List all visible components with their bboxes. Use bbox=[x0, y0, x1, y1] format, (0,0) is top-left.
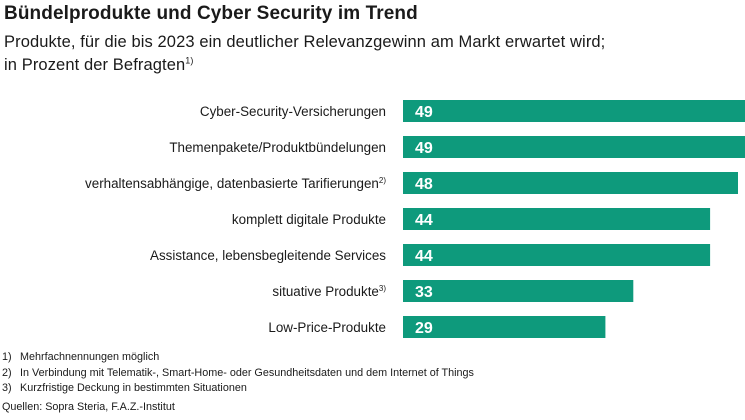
bar bbox=[403, 136, 745, 158]
bar-value-label: 44 bbox=[415, 212, 433, 229]
bar-chart: 49 Cyber-Security-Versicherungen 49 Themenp… bbox=[85, 100, 745, 338]
bar bbox=[403, 172, 738, 194]
category-label: Low-Price-Produkte bbox=[268, 320, 386, 335]
bar bbox=[403, 280, 634, 302]
subtitle-line-2: in Prozent der Befragten bbox=[4, 56, 186, 74]
category-footnote-mark: 3) bbox=[379, 284, 386, 293]
category-footnote-mark: 2) bbox=[379, 176, 386, 185]
footnote-text: Kurzfristige Deckung in bestimmten Situa… bbox=[20, 382, 247, 394]
footnote-text: Mehrfachnennungen möglich bbox=[20, 351, 160, 363]
category-label: komplett digitale Produkte bbox=[232, 212, 386, 227]
footnote: 3) Kurzfristige Deckung in bestimmten Sit… bbox=[2, 381, 742, 397]
bar bbox=[403, 208, 711, 230]
bar bbox=[403, 244, 711, 266]
bar-value-label: 48 bbox=[415, 176, 433, 193]
category-label: Themenpakete/Produktbündelungen bbox=[169, 140, 386, 155]
footnote-mark: 2) bbox=[2, 366, 12, 379]
bar-value-label: 29 bbox=[415, 320, 433, 337]
bar-value-label: 49 bbox=[415, 140, 433, 157]
bar bbox=[403, 316, 606, 338]
bar-value-label: 49 bbox=[415, 104, 433, 121]
bar-value-label: 44 bbox=[415, 248, 433, 265]
bar bbox=[403, 100, 745, 122]
category-label: situative Produkte3) bbox=[272, 284, 386, 299]
footnote-list: 1) Mehrfachnennungen möglich 2) In Verbindu… bbox=[2, 350, 742, 397]
footnote: 2) In Verbindung mit Telematik-, Smart-Ho… bbox=[2, 366, 742, 382]
subtitle-line-1: Produkte, für die bis 2023 ein deutliche… bbox=[4, 33, 606, 51]
footnotes: 1) Mehrfachnennungen möglich 2) In Verbindu… bbox=[2, 350, 742, 415]
footnote: 1) Mehrfachnennungen möglich bbox=[2, 350, 742, 366]
bar-value-label: 33 bbox=[415, 284, 433, 301]
footnote-mark: 1) bbox=[2, 351, 12, 363]
category-label: verhaltensabhängige, datenbasierte Tarif… bbox=[85, 176, 386, 191]
subtitle-footnote-mark: 1) bbox=[185, 55, 194, 66]
chart-title: Bündelprodukte und Cyber Security im Tre… bbox=[4, 3, 418, 24]
category-label: Cyber-Security-Versicherungen bbox=[200, 104, 386, 119]
footnote-mark: 3) bbox=[2, 382, 12, 394]
category-label: Assistance, lebensbegleitende Services bbox=[150, 248, 386, 263]
source-line: Quellen: Sopra Steria, F.A.Z.-Institut bbox=[2, 400, 175, 413]
chart-subtitle: Produkte, für die bis 2023 ein deutliche… bbox=[4, 31, 744, 77]
footnote-text: In Verbindung mit Telematik-, Smart-Home… bbox=[20, 366, 474, 379]
